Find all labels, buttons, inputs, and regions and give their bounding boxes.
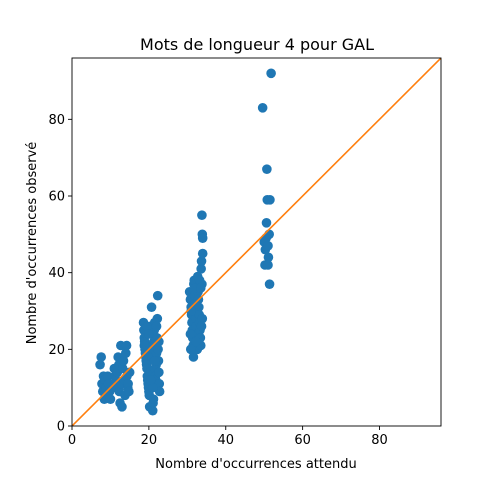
data-point <box>257 103 268 113</box>
data-point <box>263 260 273 270</box>
data-point <box>151 321 162 332</box>
data-point <box>123 379 133 389</box>
data-point <box>117 402 127 412</box>
data-point <box>263 252 274 263</box>
data-point <box>154 336 164 347</box>
data-point <box>197 233 208 243</box>
data-point <box>264 229 274 240</box>
data-point <box>95 359 105 370</box>
data-point <box>149 356 160 366</box>
data-point <box>262 164 272 174</box>
plot-contents <box>72 58 441 426</box>
data-point <box>266 68 276 79</box>
data-point <box>263 241 273 251</box>
data-point <box>146 375 156 385</box>
chart-title: Mots de longueur 4 pour GAL <box>140 35 374 54</box>
data-point <box>185 329 196 339</box>
data-point <box>124 386 134 397</box>
x-tick-label: 80 <box>371 433 388 448</box>
data-point <box>188 352 199 362</box>
data-point <box>153 344 163 355</box>
reference-line <box>72 58 441 426</box>
axes: 0 20 40 60 80 0 20 40 60 80 <box>48 57 442 448</box>
data-point <box>142 321 152 332</box>
data-point <box>147 382 158 393</box>
data-point <box>148 394 159 404</box>
x-axis-label: Nombre d'occurrences attendu <box>155 457 356 472</box>
data-point <box>196 321 207 332</box>
data-point <box>121 348 131 358</box>
data-point <box>144 329 154 339</box>
data-point <box>152 313 163 324</box>
data-point <box>261 218 272 228</box>
data-point <box>196 256 207 266</box>
data-point <box>194 302 204 312</box>
x-tick-label: 60 <box>294 433 311 448</box>
data-point <box>152 290 163 301</box>
x-tick-label: 0 <box>68 433 76 448</box>
data-point <box>121 340 132 351</box>
data-point <box>197 313 208 324</box>
data-point <box>264 279 275 289</box>
data-point <box>102 371 113 381</box>
data-point <box>147 405 158 416</box>
data-point <box>118 356 129 366</box>
y-axis-label: Nombre d'occurrences observé <box>25 142 40 345</box>
data-point <box>105 394 116 404</box>
data-point <box>195 283 206 293</box>
data-point <box>96 352 107 362</box>
data-point <box>194 275 205 286</box>
data-point <box>139 340 150 351</box>
data-point <box>197 248 208 259</box>
x-tick-label: 20 <box>141 433 158 448</box>
data-point <box>197 210 207 220</box>
y-tick-label: 40 <box>48 266 65 281</box>
data-point <box>185 344 196 355</box>
y-tick-label: 80 <box>48 113 65 128</box>
data-point <box>196 264 206 274</box>
x-tick-label: 40 <box>217 433 234 448</box>
data-point <box>265 195 275 205</box>
plot-area <box>72 58 441 426</box>
plot-frame <box>71 57 442 427</box>
y-tick-label: 0 <box>57 420 65 435</box>
data-point <box>190 336 201 347</box>
data-point <box>154 367 164 378</box>
y-tick-label: 60 <box>48 190 65 205</box>
data-point <box>146 302 157 312</box>
y-tick-label: 20 <box>48 343 65 358</box>
